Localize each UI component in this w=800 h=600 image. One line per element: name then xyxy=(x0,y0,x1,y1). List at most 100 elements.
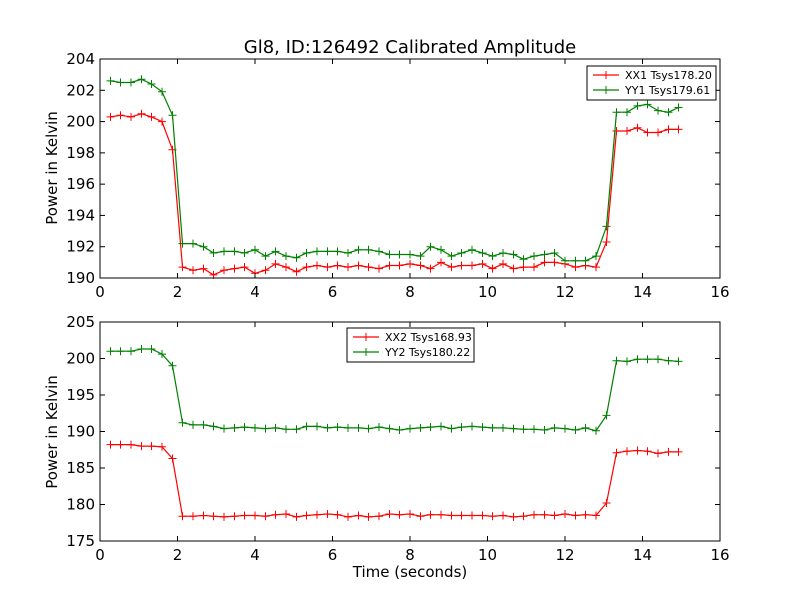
data-point-1-1-27 xyxy=(385,424,394,433)
data-point-1-0-4 xyxy=(147,442,156,451)
data-point-1-1-6 xyxy=(168,361,177,370)
data-point-1-0-11 xyxy=(220,512,228,521)
data-point-1-1-54 xyxy=(664,356,673,365)
data-point-0-0-1 xyxy=(116,111,125,120)
data-point-0-1-4 xyxy=(147,80,156,88)
data-point-0-0-38 xyxy=(499,259,507,268)
legend-0: XX1 Tsys178.20 YY1 Tsys179.61 xyxy=(586,65,717,101)
x-tick-label-0-6: 12 xyxy=(555,283,574,301)
data-point-0-0-0 xyxy=(106,112,115,121)
data-point-1-1-53 xyxy=(654,355,662,364)
data-point-1-1-12 xyxy=(230,423,239,432)
x-tick-label-1-1: 2 xyxy=(173,546,183,564)
data-point-1-1-55 xyxy=(674,357,683,366)
legend-marker-1-0 xyxy=(362,333,370,341)
data-point-0-1-1 xyxy=(116,78,125,87)
data-point-1-0-20 xyxy=(313,510,321,519)
x-tick-label-1-6: 12 xyxy=(555,546,574,564)
data-point-1-0-40 xyxy=(519,512,528,521)
data-point-1-0-6 xyxy=(168,454,177,463)
x-tick-label-1-4: 8 xyxy=(405,546,415,564)
data-point-0-1-16 xyxy=(271,247,280,256)
data-point-0-0-20 xyxy=(313,261,321,270)
data-point-0-0-43 xyxy=(550,258,559,267)
data-point-0-0-39 xyxy=(509,264,518,273)
data-point-0-0-53 xyxy=(654,128,662,137)
data-point-1-0-52 xyxy=(643,447,652,456)
data-point-0-0-18 xyxy=(292,267,301,276)
data-point-0-1-54 xyxy=(664,108,673,117)
data-point-0-1-12 xyxy=(230,247,239,256)
data-point-1-0-14 xyxy=(251,511,259,520)
data-point-1-0-46 xyxy=(581,510,590,519)
series-1-1 xyxy=(106,345,683,435)
data-point-0-0-32 xyxy=(437,258,445,267)
data-point-1-1-19 xyxy=(302,422,311,431)
data-point-1-1-45 xyxy=(571,426,580,434)
data-point-0-0-29 xyxy=(406,259,414,268)
data-point-0-0-49 xyxy=(612,127,621,135)
legend-marker-0-1 xyxy=(602,86,610,94)
data-point-0-1-5 xyxy=(158,87,166,96)
data-point-0-0-54 xyxy=(664,125,673,134)
data-point-0-1-28 xyxy=(395,250,404,259)
data-point-0-0-33 xyxy=(447,263,456,272)
legend-box-1 xyxy=(346,327,475,363)
data-point-1-1-38 xyxy=(499,423,507,432)
legend-label-1-1: YY2 Tsys180.22 xyxy=(384,346,470,359)
data-point-1-0-47 xyxy=(592,511,600,520)
bottom-x-axis-label: Time (seconds) xyxy=(352,563,468,581)
y-tick-label-1-3: 190 xyxy=(66,423,95,441)
data-point-1-0-38 xyxy=(499,511,507,520)
y-tick-label-1-0: 175 xyxy=(66,532,95,550)
data-point-1-0-10 xyxy=(209,512,218,521)
data-point-0-0-30 xyxy=(416,261,425,270)
data-point-1-0-8 xyxy=(189,512,197,521)
data-point-1-1-23 xyxy=(344,423,352,432)
data-point-0-0-55 xyxy=(674,125,683,134)
data-point-1-0-1 xyxy=(116,440,125,449)
y-tick-label-1-5: 200 xyxy=(66,350,95,368)
data-point-0-0-40 xyxy=(519,263,528,272)
series-line-0-0 xyxy=(110,113,679,276)
data-point-0-0-21 xyxy=(323,263,332,272)
data-point-0-0-5 xyxy=(158,117,166,126)
data-point-1-0-43 xyxy=(550,511,559,520)
data-point-1-0-49 xyxy=(612,448,621,457)
data-point-0-0-17 xyxy=(282,263,290,272)
data-point-1-1-46 xyxy=(581,423,590,432)
data-point-1-0-5 xyxy=(158,442,166,451)
data-point-1-0-28 xyxy=(395,510,404,519)
data-point-0-0-9 xyxy=(199,264,208,273)
data-point-0-1-7 xyxy=(178,239,187,248)
data-point-0-0-13 xyxy=(240,263,249,272)
x-tick-label-0-8: 16 xyxy=(710,283,729,301)
data-point-0-1-33 xyxy=(447,252,456,261)
data-point-1-0-9 xyxy=(199,511,208,520)
data-point-0-1-15 xyxy=(261,252,270,261)
data-point-0-0-34 xyxy=(457,261,466,270)
data-point-1-0-18 xyxy=(292,512,301,521)
data-point-0-0-48 xyxy=(602,238,611,246)
y-tick-label-0-2: 194 xyxy=(66,206,95,224)
data-point-0-0-36 xyxy=(478,259,487,268)
data-point-0-0-52 xyxy=(643,128,652,137)
data-point-1-0-36 xyxy=(478,511,487,520)
data-point-1-1-52 xyxy=(643,355,652,364)
x-tick-label-0-2: 4 xyxy=(250,283,260,301)
data-point-0-0-4 xyxy=(147,112,156,121)
bottom-subplot: Time (seconds) Power in Kelvin 0 2 4 6 8 10 12… xyxy=(43,313,730,581)
data-point-1-1-35 xyxy=(468,422,476,431)
x-tick-label-1-7: 14 xyxy=(633,546,652,564)
data-point-0-0-35 xyxy=(468,261,476,270)
data-point-1-0-37 xyxy=(488,512,497,521)
data-point-0-0-15 xyxy=(261,266,270,275)
data-point-1-1-1 xyxy=(116,347,125,356)
data-point-0-1-11 xyxy=(220,247,228,256)
data-point-0-1-31 xyxy=(426,242,435,251)
data-point-0-0-31 xyxy=(426,264,435,273)
data-point-1-0-32 xyxy=(437,510,445,519)
data-point-1-0-42 xyxy=(540,510,549,519)
data-point-0-1-48 xyxy=(602,222,611,231)
legend-label-1-0: XX2 Tsys168.93 xyxy=(385,331,472,344)
